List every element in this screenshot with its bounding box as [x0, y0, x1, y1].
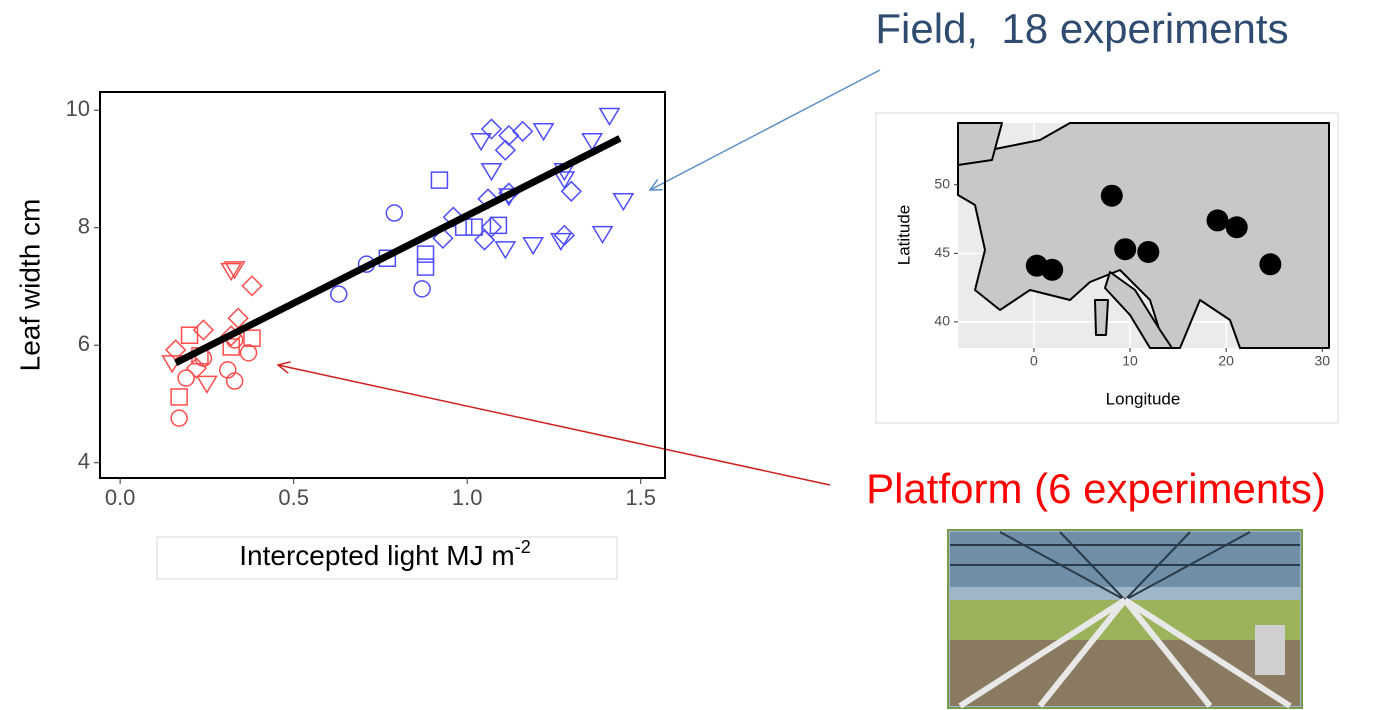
marker — [242, 276, 261, 295]
y-tick-label: 8 — [78, 214, 90, 239]
plot-frame — [100, 92, 665, 478]
x-tick-label: 30 — [1314, 353, 1330, 369]
platform-arrow — [278, 365, 830, 485]
map-point — [1226, 216, 1248, 238]
x-axis-label-text: Intercepted light MJ m — [239, 540, 514, 571]
marker — [194, 320, 213, 339]
marker — [171, 389, 187, 405]
field-arrow — [650, 70, 880, 190]
marker — [593, 227, 612, 243]
fit-line — [176, 138, 620, 362]
map-point — [1041, 259, 1063, 281]
map-y-label: Latitude — [894, 205, 913, 266]
marker — [466, 219, 482, 235]
x-tick-label: 20 — [1218, 353, 1234, 369]
y-tick-label: 10 — [66, 96, 90, 121]
marker — [171, 410, 187, 426]
x-tick-label: 10 — [1122, 353, 1138, 369]
x-tick-label: 0.0 — [105, 485, 136, 510]
marker — [614, 194, 633, 210]
marker — [496, 242, 515, 258]
marker — [555, 226, 574, 245]
marker — [524, 238, 543, 254]
marker — [244, 330, 260, 346]
greenhouse-photo — [948, 530, 1302, 708]
marker — [496, 141, 515, 160]
map-point — [1114, 238, 1136, 260]
y-tick-label: 50 — [934, 175, 950, 191]
y-tick-label: 4 — [78, 449, 90, 474]
marker — [414, 281, 430, 297]
map-point — [1259, 253, 1281, 275]
map-point — [1101, 185, 1123, 207]
marker — [241, 345, 257, 361]
marker — [562, 182, 581, 201]
marker — [600, 109, 619, 125]
slide: Field, 18 experiments Platform (6 experi… — [0, 0, 1374, 710]
marker — [331, 286, 347, 302]
y-tick-label: 45 — [934, 244, 950, 260]
marker — [482, 164, 501, 180]
x-tick-label: 0.5 — [278, 485, 309, 510]
x-axis-label: Intercepted light MJ m-2 — [239, 537, 530, 572]
x-tick-label: 0 — [1030, 353, 1038, 369]
platform-annotation: Platform (6 experiments) — [866, 465, 1326, 512]
marker — [534, 124, 553, 140]
y-axis-label: Leaf width cm — [14, 199, 45, 372]
y-tick-label: 6 — [78, 331, 90, 356]
marker — [386, 205, 402, 221]
map-point — [1207, 209, 1229, 231]
marker — [471, 134, 490, 150]
x-tick-label: 1.5 — [625, 485, 656, 510]
marker — [431, 172, 447, 188]
marker — [227, 373, 243, 389]
marker — [482, 119, 501, 138]
marker — [197, 376, 216, 392]
y-tick-label: 40 — [934, 313, 950, 329]
field-annotation: Field, 18 experiments — [875, 5, 1288, 52]
map-point — [1137, 241, 1159, 263]
map-x-label: Longitude — [1106, 389, 1181, 408]
x-axis-label-superscript: -2 — [515, 537, 531, 557]
marker — [220, 362, 236, 378]
x-tick-label: 1.0 — [452, 485, 483, 510]
